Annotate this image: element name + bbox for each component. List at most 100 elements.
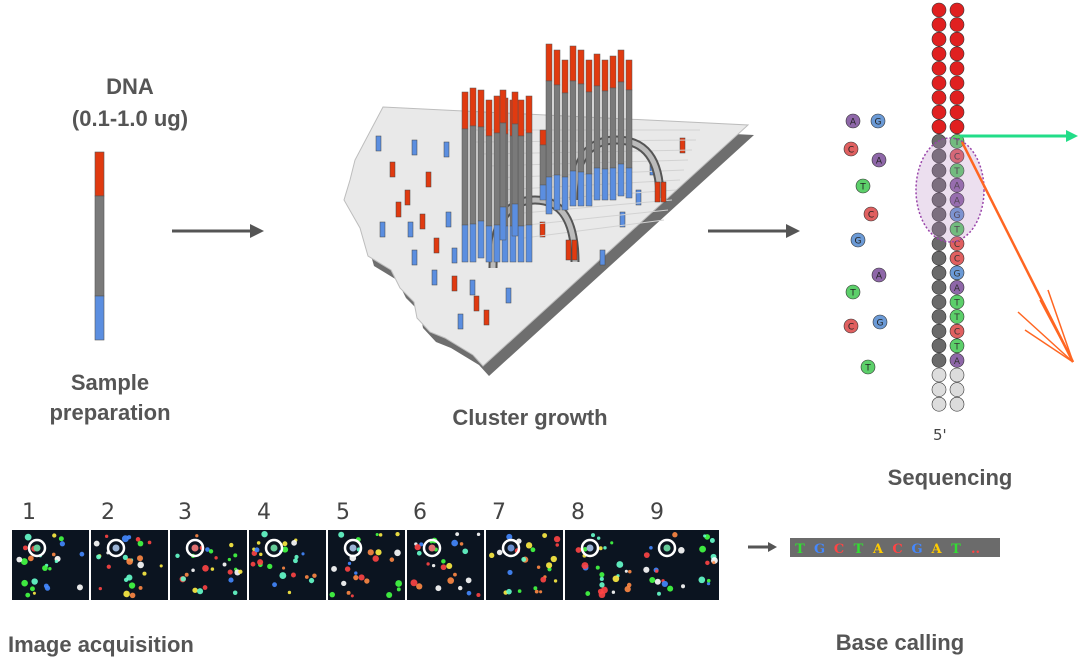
image-spot (643, 552, 650, 558)
strand-red (585, 59, 593, 93)
strand-nucleotide (949, 382, 965, 397)
strand-red (477, 89, 485, 128)
strand-blue (545, 176, 553, 215)
tracked-cluster-dot (191, 544, 199, 552)
strand-red (511, 91, 519, 125)
image-spot (341, 580, 347, 586)
image-spot (431, 563, 436, 568)
image-spot (410, 579, 418, 587)
image-spot (582, 547, 588, 552)
strand-nucleotide (949, 367, 965, 383)
image-spot (610, 541, 614, 545)
image-spot (476, 592, 481, 598)
arch-end (571, 239, 578, 261)
image-spot (596, 536, 601, 540)
image-frame (12, 530, 89, 600)
image-spot (465, 577, 472, 584)
strand-grey (499, 122, 507, 208)
image-spot (539, 590, 543, 594)
strand-red (525, 95, 533, 134)
image-spot (329, 591, 336, 598)
cluster-mark (469, 279, 476, 296)
image-spot (655, 569, 659, 573)
strand-nucleotide (949, 323, 965, 339)
image-spot (367, 549, 374, 556)
image-spot (699, 545, 706, 553)
strand-nucleotide (949, 61, 965, 76)
five-prime-label: 5' (933, 426, 947, 444)
cluster-mark (483, 309, 490, 326)
cluster-mark (619, 211, 626, 228)
image-spot (142, 571, 147, 576)
cluster-strands (461, 43, 667, 263)
flowcell-line (511, 199, 673, 215)
image-spot (441, 559, 446, 564)
image-spot (462, 548, 469, 555)
image-spot (389, 557, 395, 562)
image-spot (51, 552, 56, 557)
image-spot (466, 590, 472, 596)
image-spot (229, 542, 234, 548)
strand-grey (609, 87, 617, 169)
tracked-cluster-ring (501, 538, 521, 558)
strand-grey (485, 135, 493, 227)
cluster-mark (445, 211, 452, 228)
image-spot (48, 567, 52, 571)
sample-prep-line2: preparation (49, 400, 171, 425)
image-spot (137, 540, 144, 547)
cluster-mark (599, 249, 606, 266)
nucleotide-letter: A (954, 182, 961, 192)
image-spot (542, 533, 548, 538)
cluster-mark (443, 141, 450, 158)
strand-nucleotide (949, 207, 965, 222)
image-spot (612, 575, 620, 583)
image-spot (202, 585, 208, 590)
free-nucleotide-letter: C (848, 146, 854, 156)
strand-red (517, 99, 525, 137)
image-spot (489, 552, 495, 558)
image-spot (476, 532, 481, 537)
image-spot (414, 544, 421, 551)
base-letter: C (892, 542, 902, 557)
image-spot (32, 591, 36, 595)
strand-nucleotide (949, 177, 965, 193)
cluster-mark (404, 189, 411, 206)
strand-blue (477, 220, 485, 259)
image-spot (121, 535, 129, 543)
image-spot (159, 564, 163, 568)
free-nucleotide (860, 359, 876, 375)
cluster-mark (635, 189, 642, 206)
strand-grey (493, 132, 501, 226)
cluster-mark (539, 221, 546, 238)
strand-blue (601, 168, 609, 201)
frame-number: 4 (257, 500, 271, 525)
strand-red (601, 59, 609, 92)
nucleotide-letter: A (954, 284, 961, 294)
strand-blue (517, 225, 525, 263)
image-spot (44, 585, 51, 591)
strand-grey (525, 132, 533, 226)
strand-bead (931, 280, 947, 295)
nucleotide-letter: G (954, 211, 961, 221)
image-spot (58, 536, 64, 542)
image-spot (628, 569, 632, 574)
tracked-cluster-dot (663, 544, 671, 552)
image-spot (25, 592, 31, 598)
frame-number: 6 (413, 500, 427, 525)
strand-nucleotide (949, 17, 965, 32)
image-spot (395, 580, 403, 587)
image-spot (534, 589, 539, 594)
image-spot (585, 591, 591, 596)
image-spot (553, 535, 561, 543)
strand-blue (553, 174, 561, 211)
free-nucleotide (871, 267, 887, 283)
image-spot (394, 549, 401, 557)
cluster-mark (431, 269, 438, 286)
image-spot (599, 582, 605, 588)
tracked-cluster-dot (33, 544, 41, 552)
image-spot (517, 589, 522, 593)
free-nucleotide-letter: G (875, 118, 882, 128)
image-spot (553, 579, 558, 583)
base-call-strip (790, 538, 1000, 557)
tracked-cluster-ring (264, 538, 284, 558)
